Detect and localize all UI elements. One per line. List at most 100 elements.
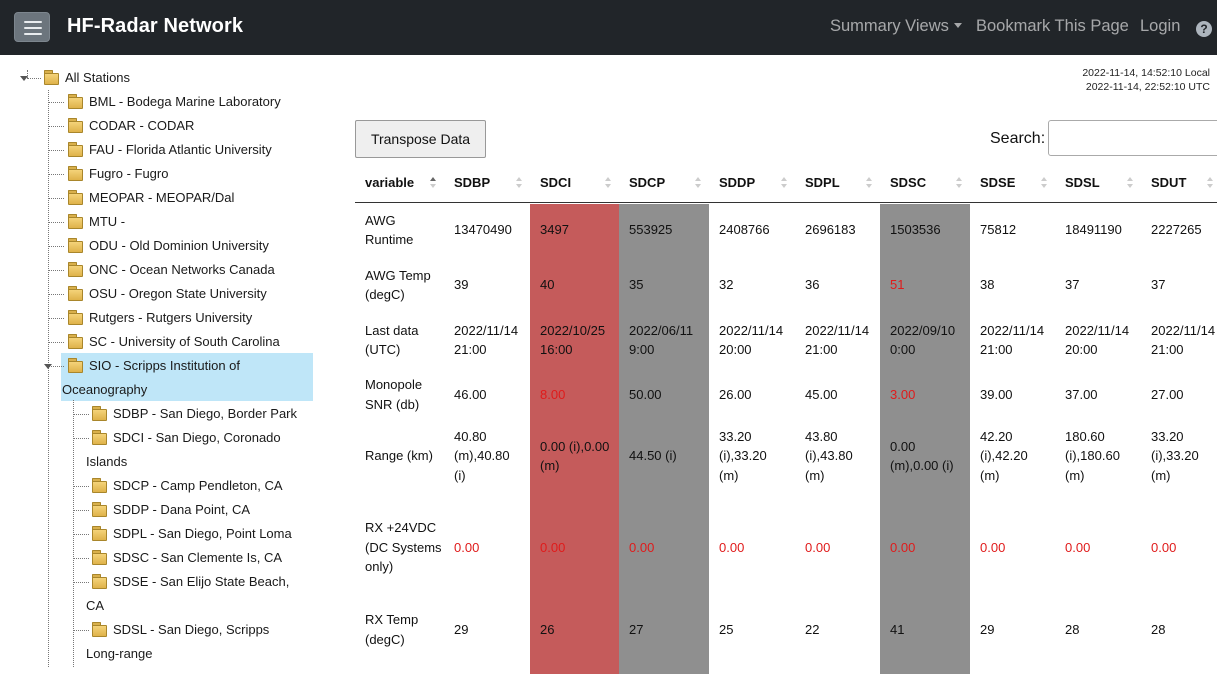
- tree-node-site[interactable]: SDSC - San Clemente Is, CA: [92, 546, 282, 570]
- tree-node-label: SDCP - Camp Pendleton, CA: [113, 478, 283, 493]
- table-cell: 2022/09/10 0:00: [890, 322, 956, 358]
- tree-node-label: MTU -: [89, 214, 126, 229]
- table-cell: 13470490: [454, 222, 512, 238]
- transpose-data-button[interactable]: Transpose Data: [355, 120, 486, 158]
- help-icon[interactable]: ?: [1196, 21, 1212, 37]
- tree-node-station[interactable]: ONC - Ocean Networks Canada: [68, 258, 275, 282]
- column-header-label: SDUT: [1151, 175, 1187, 190]
- sort-arrows-icon: [695, 177, 701, 189]
- sort-arrows-icon: [605, 177, 611, 189]
- table-row-variable-label: AWG Runtime: [365, 212, 414, 248]
- tree-node-label: SDSL - San Diego, Scripps Long-range: [86, 622, 270, 661]
- column-header-station[interactable]: SDDP: [709, 165, 795, 203]
- table-cell: 26.00: [719, 386, 752, 402]
- hamburger-menu-button[interactable]: [14, 12, 50, 42]
- tree-node-site[interactable]: SDSL - San Diego, Scripps Long-range: [86, 618, 296, 666]
- table-cell: 26: [540, 621, 555, 637]
- table-cell: 28: [1065, 621, 1080, 637]
- sort-arrows-icon: [1041, 177, 1047, 189]
- table-cell: 41: [890, 621, 905, 637]
- table-cell: 0.00: [1151, 539, 1177, 555]
- sort-arrows-icon: [1207, 177, 1213, 189]
- bookmark-link[interactable]: Bookmark This Page: [976, 17, 1129, 35]
- tree-expand-toggle-icon[interactable]: [20, 76, 28, 81]
- column-header-station[interactable]: SDCP: [619, 165, 709, 203]
- table-row-variable-label: Last data (UTC): [365, 322, 419, 358]
- tree-node-site[interactable]: SDDP - Dana Point, CA: [92, 498, 250, 522]
- search-input[interactable]: [1048, 120, 1217, 156]
- folder-icon: [92, 525, 107, 541]
- tree-guide-line: [27, 78, 41, 79]
- tree-node-station[interactable]: FAU - Florida Atlantic University: [68, 138, 272, 162]
- tree-guide-line: [73, 630, 89, 631]
- column-header-station[interactable]: SDBP: [444, 165, 530, 203]
- tree-node-station[interactable]: SC - University of South Carolina: [68, 330, 280, 354]
- stale-column-highlight: [880, 204, 970, 674]
- column-header-label: SDSE: [980, 175, 1016, 190]
- tree-guide-line: [73, 400, 74, 667]
- tree-node-station[interactable]: CODAR - CODAR: [68, 114, 194, 138]
- folder-icon: [92, 549, 107, 565]
- table-row-variable-label: Monopole SNR (db): [365, 377, 423, 412]
- menu-bar-icon: [24, 33, 42, 35]
- tree-guide-line: [48, 126, 64, 127]
- tree-node-label: FAU - Florida Atlantic University: [89, 142, 272, 157]
- station-tree: All Stations BML - Bodega Marine Laborato…: [0, 55, 330, 667]
- tree-node-all-stations[interactable]: All Stations: [44, 66, 130, 90]
- table-cell: 0.00 (i),0.00 (m): [540, 438, 610, 474]
- column-header-station[interactable]: SDPL: [795, 165, 880, 203]
- table-cell: 75812: [980, 222, 1017, 238]
- tree-node-label: CODAR - CODAR: [89, 118, 195, 133]
- tree-guide-line: [48, 246, 64, 247]
- summary-views-dropdown[interactable]: Summary Views: [830, 17, 962, 36]
- table-cell: 2022/10/25 16:00: [540, 322, 606, 358]
- tree-node-station[interactable]: MEOPAR - MEOPAR/Dal: [68, 186, 234, 210]
- column-header-station[interactable]: SDSE: [970, 165, 1055, 203]
- column-header-station[interactable]: SDSL: [1055, 165, 1141, 203]
- tree-node-site[interactable]: SDPL - San Diego, Point Loma: [92, 522, 292, 546]
- tree-node-site[interactable]: SDSE - San Elijo State Beach, CA: [86, 570, 296, 618]
- tree-guide-line: [48, 198, 64, 199]
- folder-icon: [68, 261, 83, 277]
- table-cell: 0.00 (m),0.00 (i): [890, 438, 954, 474]
- column-header-station[interactable]: SDUT: [1141, 165, 1217, 203]
- column-header-station[interactable]: SDSC: [880, 165, 970, 203]
- column-header-station[interactable]: SDCI: [530, 165, 619, 203]
- login-link[interactable]: Login: [1140, 17, 1181, 35]
- brand-title[interactable]: HF-Radar Network: [67, 15, 244, 37]
- tree-guide-line: [73, 534, 89, 535]
- tree-guide-line: [48, 150, 64, 151]
- tree-node-station[interactable]: ODU - Old Dominion University: [68, 234, 269, 258]
- tree-node-site[interactable]: SDCP - Camp Pendleton, CA: [92, 474, 283, 498]
- tree-node-site[interactable]: SDCI - San Diego, Coronado Islands: [86, 426, 291, 474]
- table-cell: 45.00: [805, 386, 838, 402]
- table-cell: 2696183: [805, 222, 856, 238]
- table-cell: 43.80 (i),43.80 (m): [805, 428, 853, 483]
- menu-bar-icon: [24, 27, 42, 29]
- tree-guide-line: [48, 270, 64, 271]
- column-header-variable[interactable]: variable: [355, 165, 444, 203]
- search-label: Search:: [990, 130, 1046, 147]
- utc-timestamp: 2022-11-14, 22:52:10 UTC: [1085, 81, 1210, 93]
- column-header-label: variable: [365, 175, 415, 190]
- tree-expand-toggle-icon[interactable]: [44, 364, 52, 369]
- tree-node-station[interactable]: BML - Bodega Marine Laboratory: [68, 90, 281, 114]
- table-cell: 36: [805, 277, 820, 293]
- tree-node-station[interactable]: MTU -: [68, 210, 125, 234]
- table-cell: 553925: [629, 222, 673, 238]
- tree-node-sio[interactable]: SIO - Scripps Institution of Oceanograph…: [62, 354, 294, 402]
- table-cell: 39: [454, 277, 469, 293]
- tree-node-station[interactable]: Fugro - Fugro: [68, 162, 168, 186]
- tree-node-station[interactable]: OSU - Oregon State University: [68, 282, 267, 306]
- tree-guide-line: [73, 486, 89, 487]
- table-cell: 29: [980, 621, 995, 637]
- table-cell: 32: [719, 277, 734, 293]
- tree-node-label: BML - Bodega Marine Laboratory: [89, 94, 281, 109]
- tree-node-label: ONC - Ocean Networks Canada: [89, 262, 275, 277]
- tree-guide-line: [48, 102, 64, 103]
- tree-node-label: MEOPAR - MEOPAR/Dal: [89, 190, 235, 205]
- tree-node-station[interactable]: Rutgers - Rutgers University: [68, 306, 252, 330]
- column-header-label: SDCP: [629, 175, 666, 190]
- tree-node-site[interactable]: SDBP - San Diego, Border Park: [92, 402, 297, 426]
- table-cell: 33.20 (i),33.20 (m): [1151, 428, 1199, 483]
